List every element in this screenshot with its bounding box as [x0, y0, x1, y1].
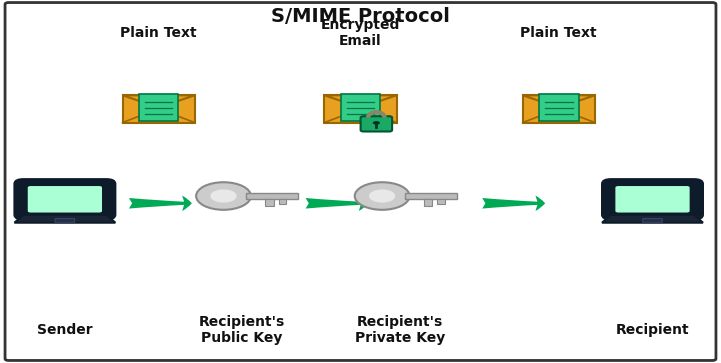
Bar: [424, 199, 433, 207]
Text: Sender: Sender: [37, 323, 93, 337]
Text: Recipient's
Private Key: Recipient's Private Key: [355, 315, 446, 346]
Circle shape: [211, 189, 236, 203]
Circle shape: [355, 182, 410, 210]
Text: Plain Text: Plain Text: [120, 26, 197, 40]
Circle shape: [369, 189, 395, 203]
Polygon shape: [324, 95, 397, 107]
Bar: [438, 199, 445, 204]
Text: Encrypted
Email: Encrypted Email: [321, 17, 400, 48]
Bar: [279, 199, 286, 204]
Polygon shape: [602, 215, 703, 223]
FancyBboxPatch shape: [55, 219, 75, 223]
Circle shape: [373, 121, 380, 125]
Text: S/MIME Protocol: S/MIME Protocol: [271, 7, 450, 26]
Text: Recipient: Recipient: [616, 323, 689, 337]
Bar: [246, 193, 298, 199]
Circle shape: [196, 182, 251, 210]
Text: Plain Text: Plain Text: [521, 26, 597, 40]
FancyBboxPatch shape: [616, 186, 689, 212]
FancyBboxPatch shape: [340, 94, 381, 121]
FancyBboxPatch shape: [643, 219, 663, 223]
FancyBboxPatch shape: [360, 116, 392, 131]
FancyBboxPatch shape: [603, 179, 702, 219]
FancyBboxPatch shape: [27, 186, 102, 212]
FancyBboxPatch shape: [138, 94, 179, 121]
Bar: [324, 95, 397, 123]
Polygon shape: [123, 95, 195, 107]
FancyBboxPatch shape: [539, 94, 579, 121]
Polygon shape: [14, 215, 115, 223]
FancyBboxPatch shape: [14, 179, 115, 219]
Polygon shape: [523, 95, 595, 107]
Bar: [523, 95, 595, 123]
Bar: [123, 95, 195, 123]
Bar: [404, 193, 456, 199]
Text: Recipient's
Public Key: Recipient's Public Key: [198, 315, 285, 346]
Bar: [265, 199, 274, 207]
FancyBboxPatch shape: [5, 3, 716, 360]
